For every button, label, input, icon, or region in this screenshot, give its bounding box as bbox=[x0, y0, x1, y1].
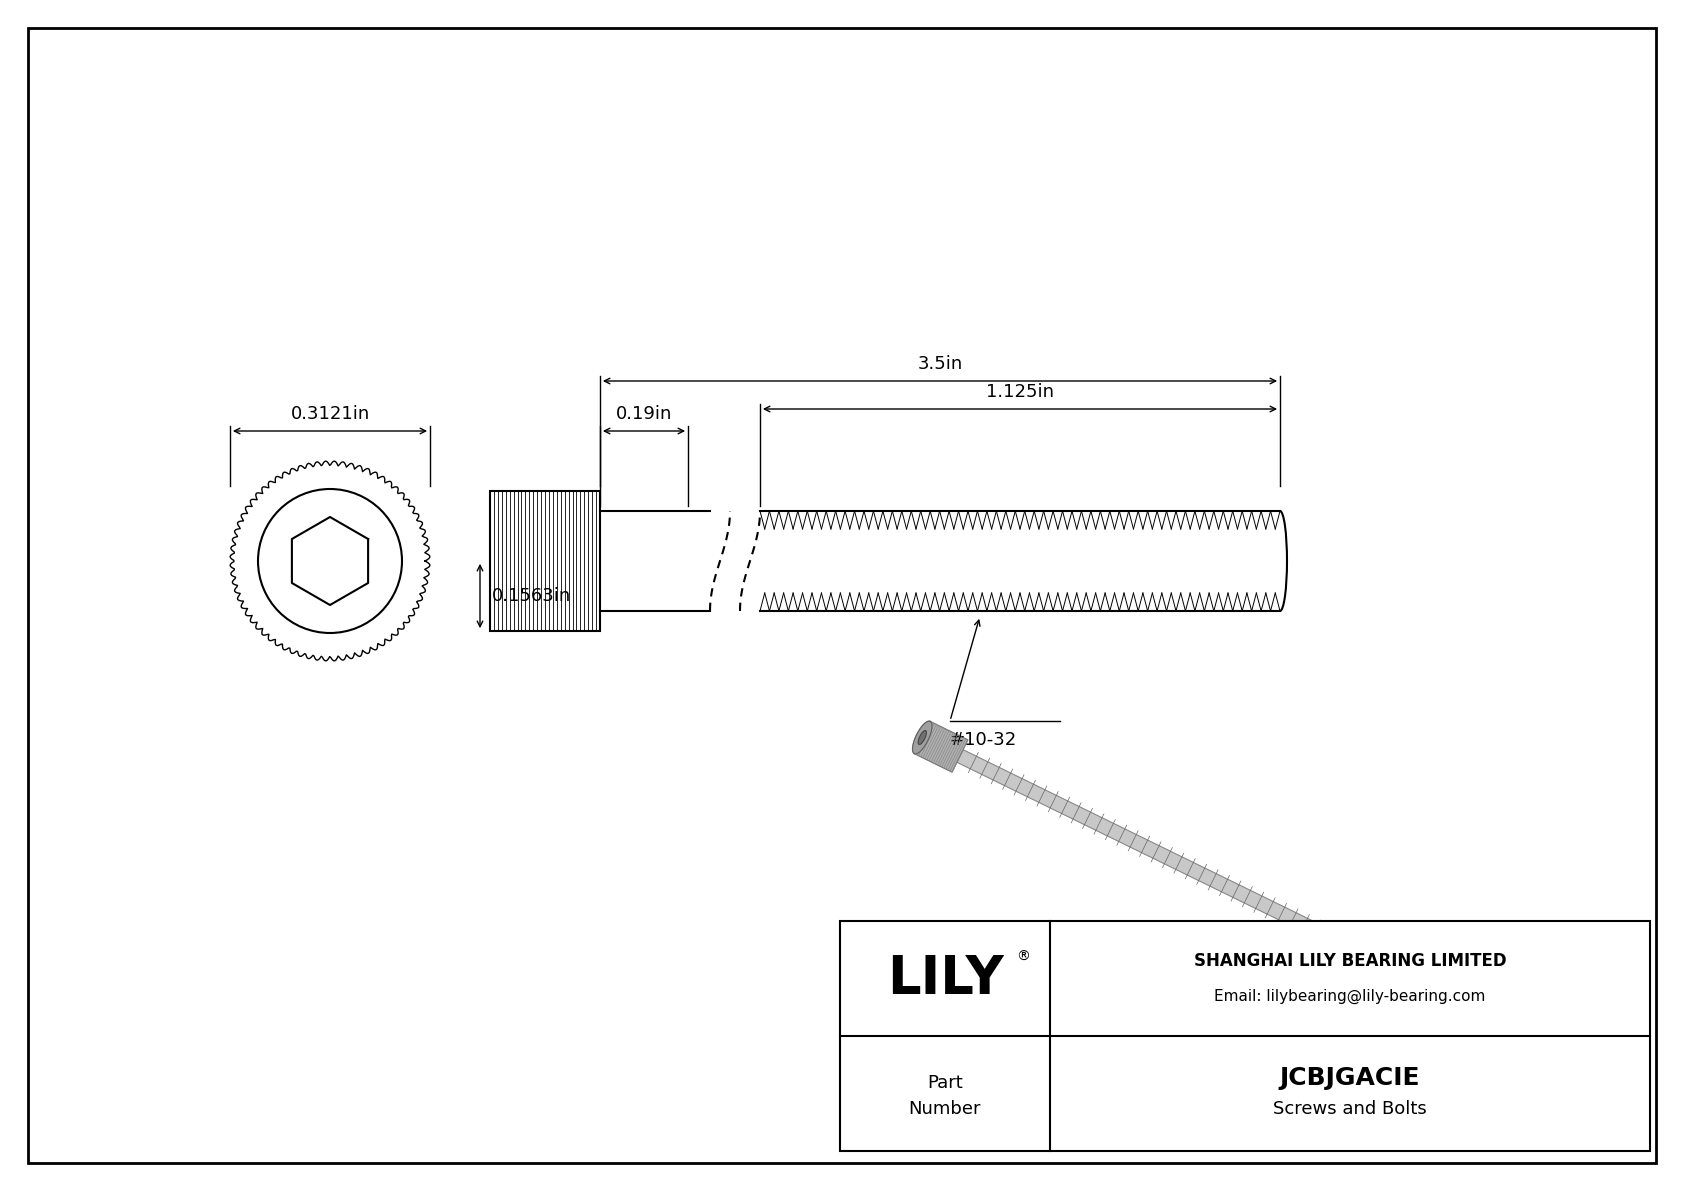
Text: Number: Number bbox=[909, 1099, 982, 1117]
Text: 0.1563in: 0.1563in bbox=[492, 587, 571, 605]
Bar bbox=[490, 491, 600, 631]
Text: Part: Part bbox=[928, 1074, 963, 1092]
Text: 1.125in: 1.125in bbox=[987, 384, 1054, 401]
Polygon shape bbox=[914, 722, 968, 772]
Text: 0.19in: 0.19in bbox=[616, 405, 672, 423]
Text: JCBJGACIE: JCBJGACIE bbox=[1280, 1066, 1420, 1090]
Text: 0.3121in: 0.3121in bbox=[290, 405, 369, 423]
Text: ®: ® bbox=[1015, 949, 1031, 964]
Text: Screws and Bolts: Screws and Bolts bbox=[1273, 1100, 1426, 1118]
Text: SHANGHAI LILY BEARING LIMITED: SHANGHAI LILY BEARING LIMITED bbox=[1194, 952, 1505, 969]
Bar bbox=[840, 921, 1650, 1151]
Polygon shape bbox=[913, 721, 931, 754]
Text: LILY: LILY bbox=[886, 953, 1004, 1004]
Text: Email: lilybearing@lily-bearing.com: Email: lilybearing@lily-bearing.com bbox=[1214, 989, 1485, 1004]
Polygon shape bbox=[918, 730, 926, 744]
Polygon shape bbox=[957, 749, 1632, 1090]
Text: #10-32: #10-32 bbox=[950, 731, 1017, 749]
Text: 3.5in: 3.5in bbox=[918, 355, 963, 373]
